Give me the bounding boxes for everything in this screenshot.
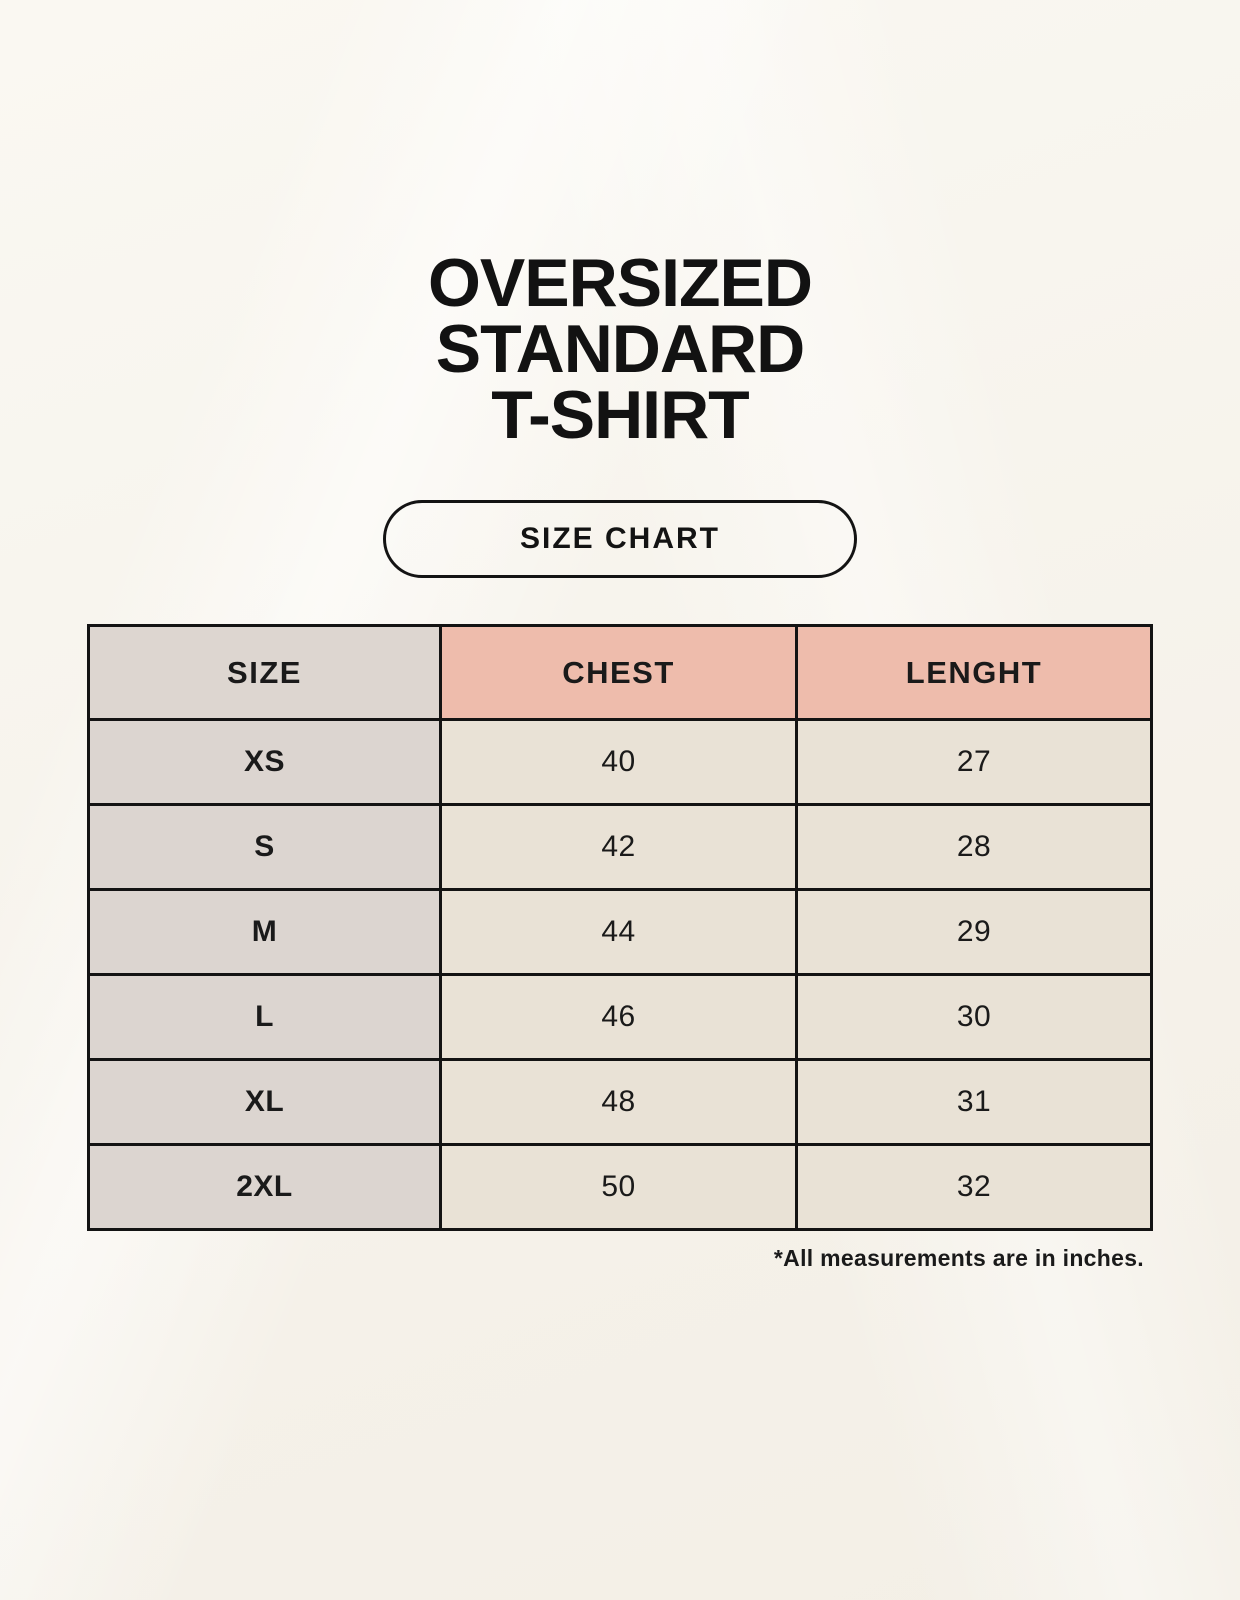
table-row: S 42 28 bbox=[87, 803, 1153, 891]
chest-cell: 44 bbox=[439, 888, 798, 976]
table-header-row: SIZE CHEST LENGHT bbox=[87, 624, 1153, 721]
size-cell: M bbox=[87, 888, 442, 976]
page-title-line-2: STANDARD bbox=[435, 311, 806, 387]
page-title-line-3: T-SHIRT bbox=[491, 377, 749, 453]
table-row: L 46 30 bbox=[87, 973, 1153, 1061]
chest-cell: 48 bbox=[439, 1058, 798, 1146]
table-row: M 44 29 bbox=[87, 888, 1153, 976]
size-cell: XL bbox=[87, 1058, 442, 1146]
table-row: 2XL 50 32 bbox=[87, 1143, 1153, 1231]
length-cell: 29 bbox=[795, 888, 1153, 976]
chest-cell: 42 bbox=[439, 803, 798, 891]
measurements-footnote: *All measurements are in inches. bbox=[773, 1245, 1144, 1271]
chest-cell: 50 bbox=[439, 1143, 798, 1231]
length-cell: 27 bbox=[795, 718, 1153, 806]
length-cell: 32 bbox=[795, 1143, 1153, 1231]
size-cell: L bbox=[87, 973, 442, 1061]
size-cell: XS bbox=[87, 718, 442, 806]
column-header-chest: CHEST bbox=[439, 624, 798, 721]
size-chart-button[interactable]: SIZE CHART bbox=[383, 500, 857, 578]
size-cell: S bbox=[87, 803, 442, 891]
table-row: XL 48 31 bbox=[87, 1058, 1153, 1146]
size-chart-table: SIZE CHEST LENGHT XS 40 27 S 42 28 M 44 29 L 46 30 X… bbox=[87, 624, 1153, 1231]
column-header-length: LENGHT bbox=[795, 624, 1153, 721]
length-cell: 31 bbox=[795, 1058, 1153, 1146]
length-cell: 28 bbox=[795, 803, 1153, 891]
length-cell: 30 bbox=[795, 973, 1153, 1061]
chest-cell: 46 bbox=[439, 973, 798, 1061]
table-body: XS 40 27 S 42 28 M 44 29 L 46 30 XL 48 31 2XL 50 32 bbox=[87, 718, 1153, 1231]
size-cell: 2XL bbox=[87, 1143, 442, 1231]
chest-cell: 40 bbox=[439, 718, 798, 806]
page-title: OVERSIZED STANDARD T-SHIRT bbox=[0, 245, 1240, 453]
column-header-size: SIZE bbox=[87, 624, 442, 721]
table-row: XS 40 27 bbox=[87, 718, 1153, 806]
page-title-line-1: OVERSIZED bbox=[428, 245, 813, 321]
